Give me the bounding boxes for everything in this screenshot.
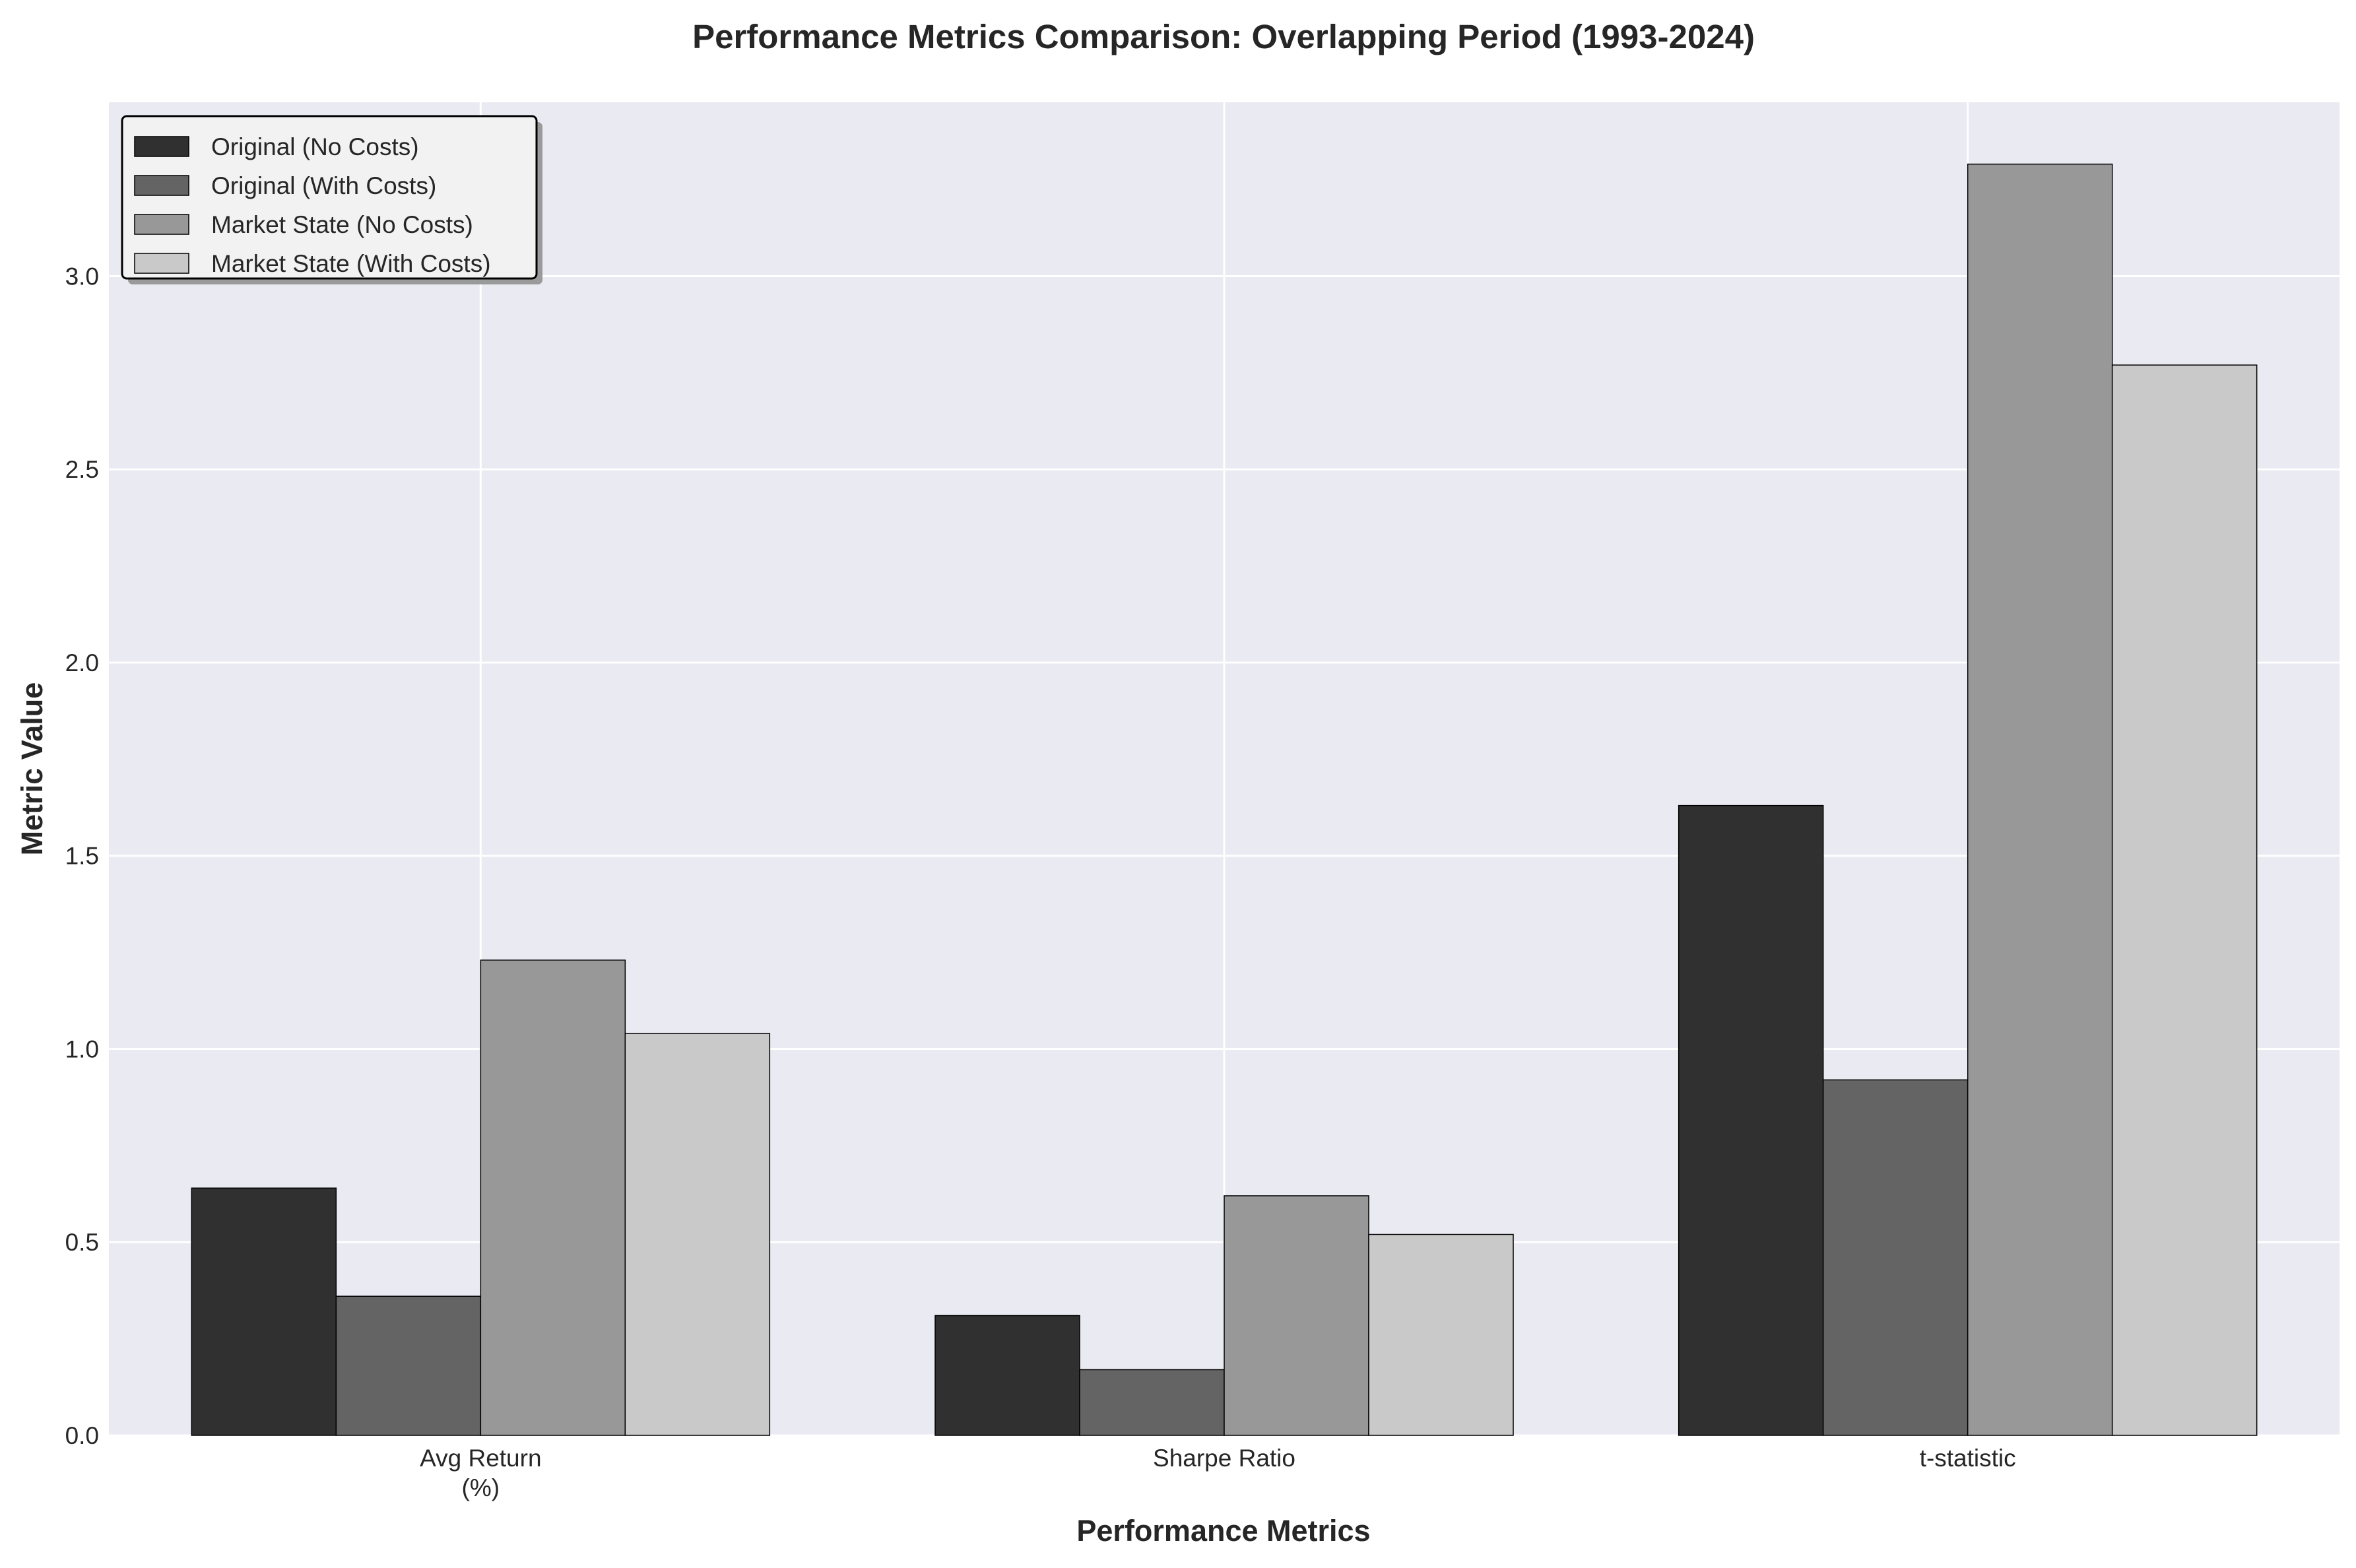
bar	[1224, 1195, 1369, 1436]
x-tick-label: (%)	[462, 1474, 500, 1501]
bar	[1678, 804, 1824, 1436]
legend-swatch	[134, 175, 189, 196]
y-tick-label: 2.0	[65, 649, 99, 676]
y-tick-label: 2.5	[65, 456, 99, 483]
legend-label: Market State (With Costs)	[211, 250, 491, 277]
y-tick-label: 0.5	[65, 1229, 99, 1256]
bar	[335, 1295, 482, 1436]
x-tick-label: Avg Return	[420, 1445, 541, 1472]
bar	[1822, 1079, 1969, 1436]
bar	[1368, 1233, 1514, 1436]
legend-box	[121, 115, 538, 280]
bars	[191, 163, 2258, 1436]
legend-label: Market State (No Costs)	[211, 211, 473, 238]
legend: Original (No Costs) Original (With Costs)…	[121, 115, 542, 284]
bar	[1079, 1369, 1225, 1436]
y-axis-label: Metric Value	[15, 682, 49, 856]
y-tick-label: 0.0	[65, 1422, 99, 1449]
bar	[624, 1033, 771, 1436]
bar	[191, 1187, 337, 1436]
legend-label: Original (No Costs)	[211, 133, 419, 160]
legend-swatch	[134, 253, 189, 274]
bar	[934, 1315, 1080, 1436]
legend-swatch	[134, 136, 189, 157]
bar	[480, 960, 626, 1436]
x-tick-label: t-statistic	[1920, 1445, 2016, 1472]
y-tick-label: 3.0	[65, 263, 99, 290]
tick-labels: 0.0 0.5 1.0 1.5 2.0 2.5 3.0 Avg Return(%) Sharpe…	[65, 263, 2016, 1501]
legend-label: Original (With Costs)	[211, 172, 436, 199]
x-axis-label: Performance Metrics	[1076, 1514, 1370, 1548]
x-tick-label: Sharpe Ratio	[1153, 1445, 1295, 1472]
y-tick-label: 1.5	[65, 843, 99, 870]
chart-title: Performance Metrics Comparison: Overlapp…	[692, 18, 1755, 55]
legend-swatch	[134, 214, 189, 235]
bar	[1967, 163, 2113, 1436]
y-tick-label: 1.0	[65, 1035, 99, 1062]
bar	[2111, 364, 2258, 1436]
